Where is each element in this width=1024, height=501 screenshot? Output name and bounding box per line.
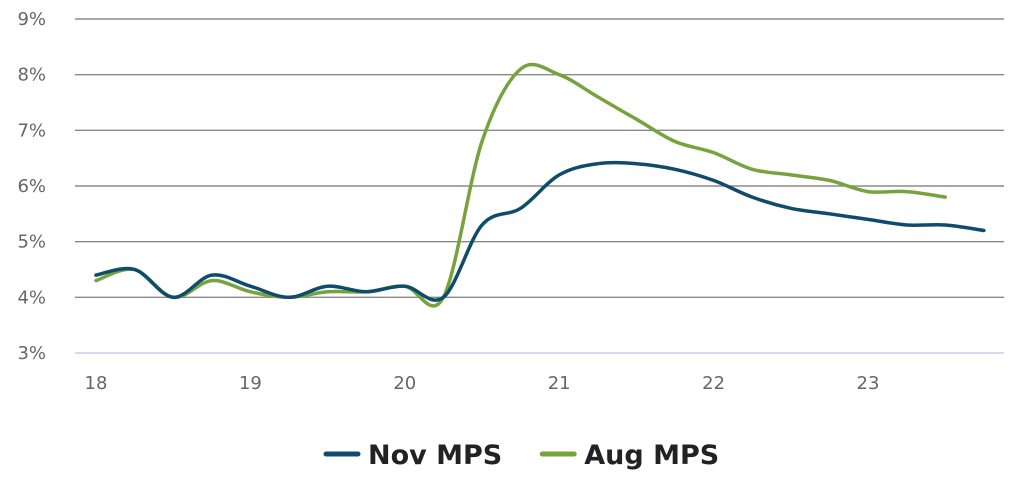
y-tick-label: 6%: [17, 176, 46, 197]
series-line-aug-mps: [94, 62, 947, 308]
x-tick-label: 20: [393, 373, 416, 394]
x-tick-label: 19: [239, 373, 262, 394]
legend: Nov MPS Aug MPS: [323, 440, 719, 471]
x-tick-label: 23: [857, 373, 880, 394]
y-tick-label: 9%: [17, 9, 46, 30]
x-tick-label: 18: [85, 373, 108, 394]
y-tick-label: 4%: [17, 287, 46, 308]
x-tick-label: 21: [548, 373, 571, 394]
y-tick-label: 5%: [17, 232, 46, 253]
gridlines: [75, 18, 1004, 354]
y-tick-label: 3%: [17, 343, 46, 364]
legend-label-nov-mps: Nov MPS: [368, 440, 502, 471]
x-axis-tick-labels: 18 19 20 21 22 23: [85, 373, 880, 394]
y-tick-label: 7%: [17, 120, 46, 141]
series-line-nov-mps: [94, 160, 986, 302]
series-lines: [94, 62, 986, 308]
legend-label-aug-mps: Aug MPS: [584, 440, 719, 471]
y-tick-label: 8%: [17, 65, 46, 86]
y-axis-tick-labels: 3% 4% 5% 6% 7% 8% 9%: [17, 9, 46, 364]
x-tick-label: 22: [702, 373, 725, 394]
